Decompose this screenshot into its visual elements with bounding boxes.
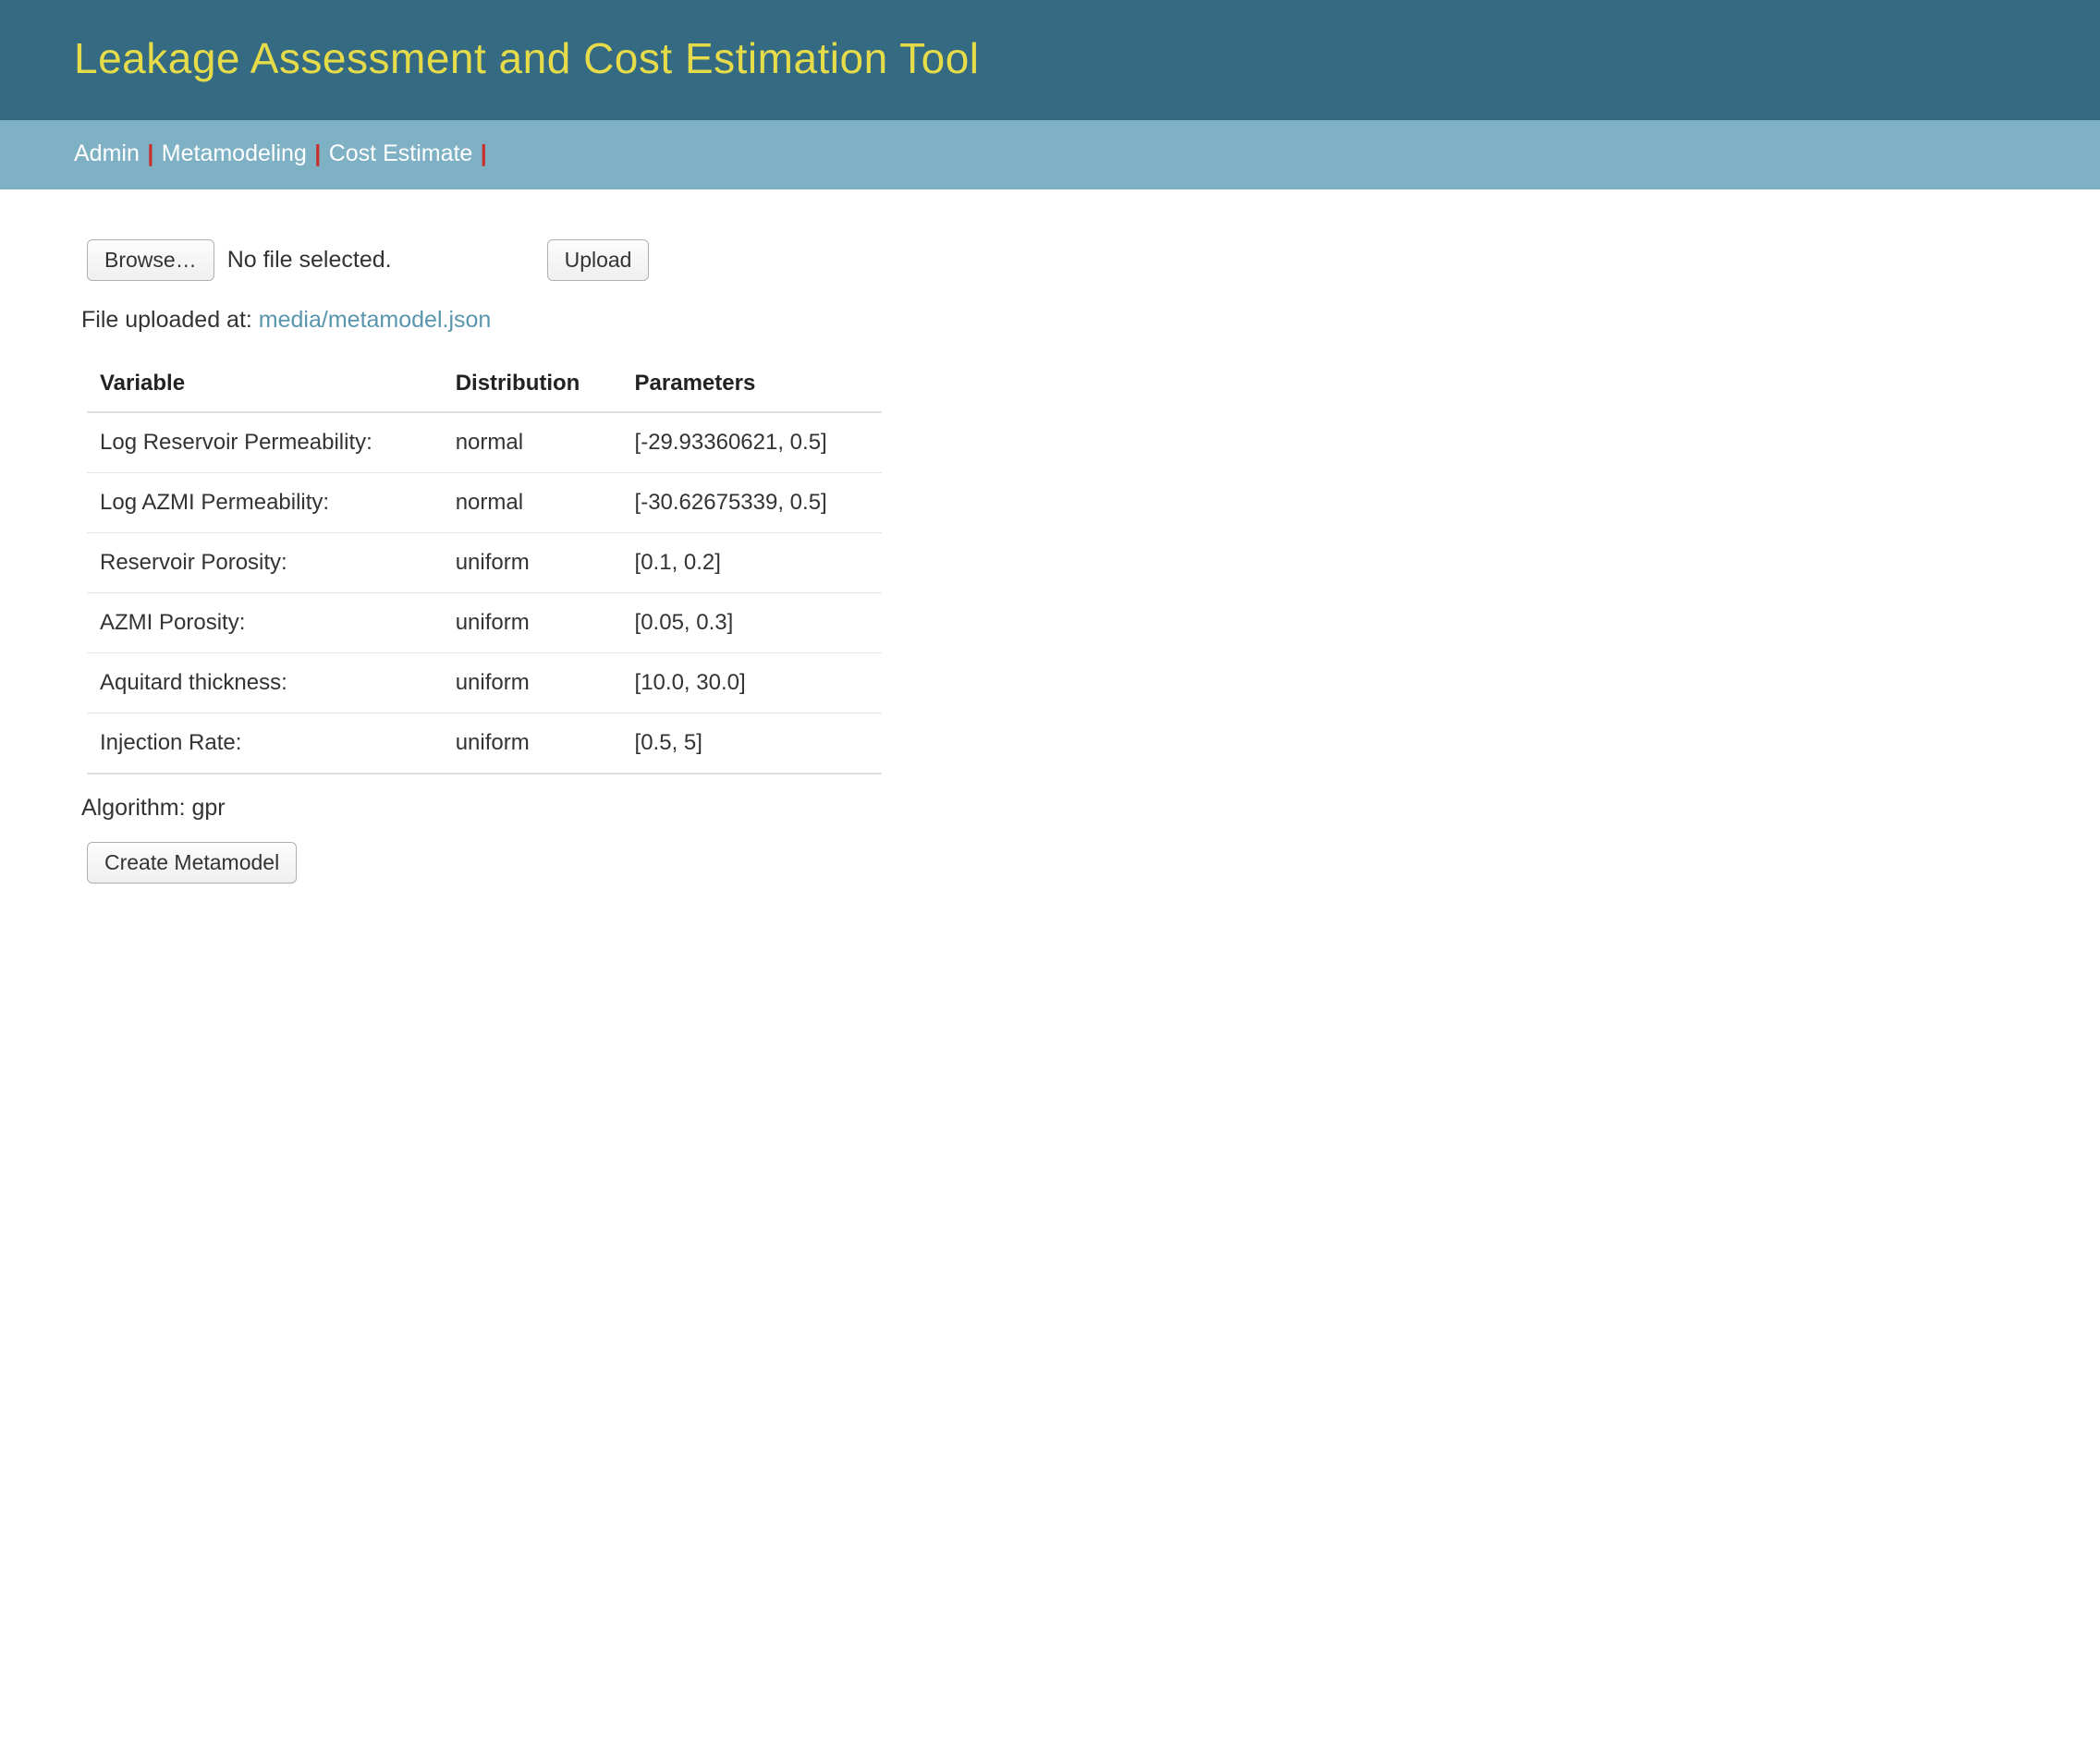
table-row: Aquitard thickness: uniform [10.0, 30.0] <box>87 653 882 713</box>
cell-distribution: uniform <box>443 593 622 653</box>
table-header-row: Variable Distribution Parameters <box>87 356 882 412</box>
create-metamodel-button[interactable]: Create Metamodel <box>87 842 297 884</box>
upload-row: Browse… No file selected. Upload <box>87 239 2026 281</box>
content-area: Browse… No file selected. Upload File up… <box>0 189 2100 920</box>
table-row: AZMI Porosity: uniform [0.05, 0.3] <box>87 593 882 653</box>
nav-separator: | <box>311 140 324 166</box>
table-row: Log AZMI Permeability: normal [-30.62675… <box>87 473 882 533</box>
cell-variable: Aquitard thickness: <box>87 653 443 713</box>
nav-separator: | <box>143 140 157 166</box>
table-row: Injection Rate: uniform [0.5, 5] <box>87 713 882 774</box>
header-band: Leakage Assessment and Cost Estimation T… <box>0 0 2100 120</box>
cell-variable: Reservoir Porosity: <box>87 533 443 593</box>
col-distribution: Distribution <box>443 356 622 412</box>
cell-distribution: uniform <box>443 653 622 713</box>
nav-band: Admin | Metamodeling | Cost Estimate | <box>0 120 2100 189</box>
cell-parameters: [-30.62675339, 0.5] <box>622 473 882 533</box>
cell-variable: Log Reservoir Permeability: <box>87 412 443 473</box>
cell-parameters: [-29.93360621, 0.5] <box>622 412 882 473</box>
uploaded-prefix: File uploaded at: <box>81 307 259 333</box>
uploaded-path-link[interactable]: media/metamodel.json <box>259 307 492 333</box>
table-row: Reservoir Porosity: uniform [0.1, 0.2] <box>87 533 882 593</box>
cell-variable: Log AZMI Permeability: <box>87 473 443 533</box>
cell-variable: AZMI Porosity: <box>87 593 443 653</box>
algorithm-prefix: Algorithm: <box>81 795 191 821</box>
algorithm-line: Algorithm: gpr <box>81 795 2026 822</box>
table-row: Log Reservoir Permeability: normal [-29.… <box>87 412 882 473</box>
page-title: Leakage Assessment and Cost Estimation T… <box>74 33 2026 83</box>
cell-distribution: uniform <box>443 533 622 593</box>
browse-button[interactable]: Browse… <box>87 239 214 281</box>
nav-admin[interactable]: Admin <box>74 140 140 166</box>
cell-parameters: [0.5, 5] <box>622 713 882 774</box>
cell-variable: Injection Rate: <box>87 713 443 774</box>
uploaded-line: File uploaded at: media/metamodel.json <box>81 307 2026 334</box>
nav-cost-estimate[interactable]: Cost Estimate <box>329 140 473 166</box>
cell-parameters: [10.0, 30.0] <box>622 653 882 713</box>
col-parameters: Parameters <box>622 356 882 412</box>
algorithm-value: gpr <box>191 795 225 821</box>
cell-parameters: [0.05, 0.3] <box>622 593 882 653</box>
table-body: Log Reservoir Permeability: normal [-29.… <box>87 412 882 774</box>
cell-parameters: [0.1, 0.2] <box>622 533 882 593</box>
file-status: No file selected. <box>227 247 392 274</box>
cell-distribution: uniform <box>443 713 622 774</box>
cell-distribution: normal <box>443 412 622 473</box>
nav-metamodeling[interactable]: Metamodeling <box>162 140 307 166</box>
col-variable: Variable <box>87 356 443 412</box>
upload-button[interactable]: Upload <box>547 239 650 281</box>
variables-table: Variable Distribution Parameters Log Res… <box>87 356 882 774</box>
nav-separator: | <box>477 140 491 166</box>
cell-distribution: normal <box>443 473 622 533</box>
